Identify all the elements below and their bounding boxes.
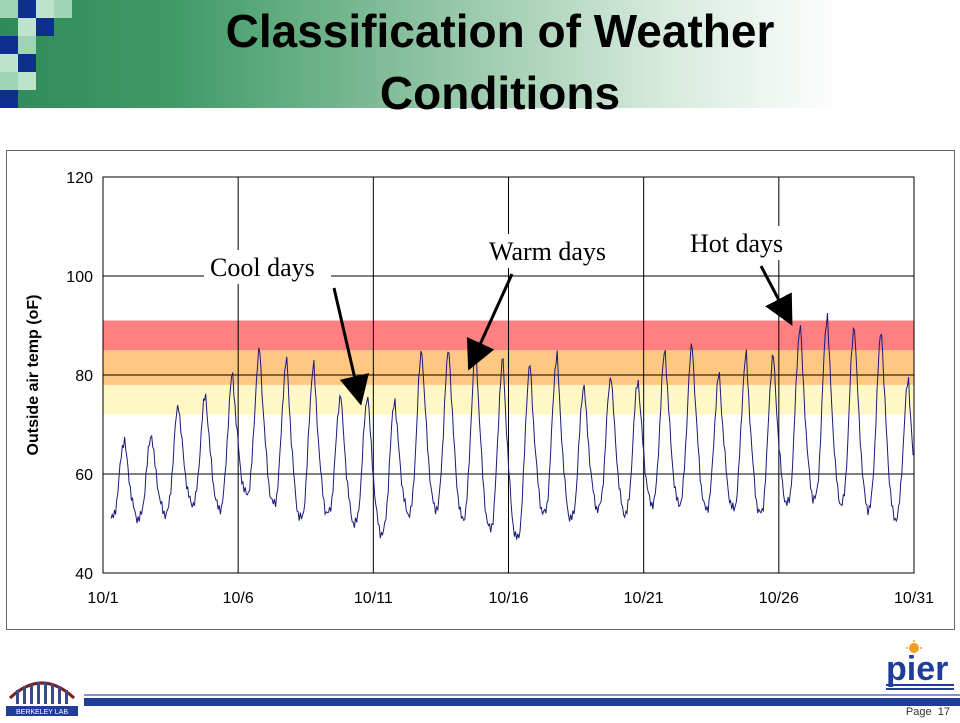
y-tick-label: 120 xyxy=(66,170,93,187)
x-tick-label: 10/16 xyxy=(488,590,528,607)
annotation-label-bg xyxy=(204,250,331,284)
annotation-label-bg xyxy=(483,234,610,268)
temperature-series-line xyxy=(110,312,914,540)
mosaic-decoration xyxy=(0,0,80,108)
x-tick-label: 10/6 xyxy=(223,590,254,607)
footer-rule xyxy=(84,698,960,706)
annotation-arrow xyxy=(759,265,793,326)
x-tick-label: 10/26 xyxy=(759,590,799,607)
annotation-warm-days: Warm days xyxy=(489,237,606,266)
page-label-text: Page xyxy=(905,706,932,718)
logo-left-text: BERKELEY LAB xyxy=(16,709,68,716)
plot-border xyxy=(102,176,915,574)
x-tick-label: 10/31 xyxy=(894,590,934,607)
annotation-cool-days: Cool days xyxy=(210,253,315,282)
page-number-value: 17 xyxy=(937,706,950,718)
annotation-label-bg xyxy=(684,226,798,260)
y-tick-label: 60 xyxy=(75,467,93,484)
annotation-arrow xyxy=(466,273,514,371)
y-tick-label: 80 xyxy=(75,368,93,385)
slide-title: Classification of Weather Conditions xyxy=(225,5,775,119)
x-tick-label: 10/1 xyxy=(87,590,118,607)
x-tick-label: 10/21 xyxy=(624,590,664,607)
y-tick-label: 100 xyxy=(66,269,93,286)
x-tick-label: 10/11 xyxy=(354,590,393,607)
annotation-hot-days: Hot days xyxy=(690,229,783,258)
pier-logo: pier xyxy=(884,640,956,696)
logo-right-text: pier xyxy=(886,650,948,688)
y-tick-label: 40 xyxy=(75,566,93,583)
y-axis-label: Outside air temp (oF) xyxy=(25,295,42,456)
footer-rule-light xyxy=(84,694,960,696)
page-number: Page 17 xyxy=(906,706,950,718)
annotation-arrow xyxy=(332,287,370,406)
berkeley-lab-logo: BERKELEY LAB xyxy=(4,660,80,718)
title-banner xyxy=(0,0,960,108)
temperature-chart: 40 60 80 100 120 10/1 10/6 10/11 10/16 10/21 10/26… xyxy=(25,170,934,607)
